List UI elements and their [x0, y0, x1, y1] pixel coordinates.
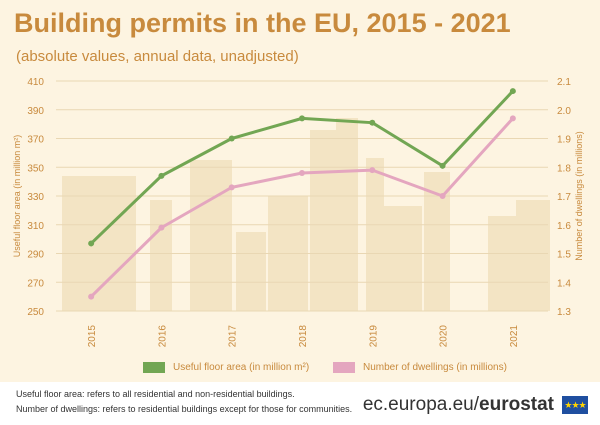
footnote-dwellings: Number of dwellings: refers to residenti…: [16, 404, 353, 414]
y-tick-right: 1.8: [557, 163, 571, 174]
y-tick-left: 390: [27, 106, 44, 117]
data-point-1: [369, 167, 376, 174]
y-tick-left: 350: [27, 163, 44, 174]
x-tick-label: 2020: [439, 325, 450, 348]
chart-title: Building permits in the EU, 2015 - 2021: [14, 8, 511, 38]
y-tick-left: 290: [27, 250, 44, 261]
y-axis-title-right: Number of dwellings (in millions): [574, 131, 584, 261]
eurostat-brand[interactable]: ec.europa.eu/eurostat: [363, 394, 554, 416]
data-point-1: [299, 170, 305, 176]
line-chart: 250 270 290 310 330 350 370 390 410 1.3 1.4 1.5 1.6 1…: [12, 77, 584, 348]
y-tick-right: 1.9: [557, 135, 571, 146]
data-point-1: [509, 115, 516, 122]
legend-item-dwellings: Number of dwellings (in millions): [333, 362, 507, 373]
data-point-0: [439, 162, 446, 169]
y-tick-right: 2.1: [557, 77, 571, 88]
legend-label-floor-area: Useful floor area (in million m²): [173, 362, 310, 373]
legend-swatch-dwellings: [333, 362, 355, 373]
data-point-1: [228, 184, 235, 191]
y-tick-left: 310: [27, 221, 44, 232]
y-tick-right: 1.5: [557, 250, 571, 261]
y-axis-title-left: Useful floor area (in million m²): [12, 135, 22, 258]
data-point-1: [88, 293, 95, 300]
brand-name: eurostat: [479, 394, 554, 415]
footnote-floor-area: Useful floor area: refers to all residen…: [16, 389, 295, 399]
data-point-0: [299, 115, 305, 122]
y-tick-left: 370: [27, 135, 44, 146]
legend-label-dwellings: Number of dwellings (in millions): [363, 362, 507, 373]
y-tick-right: 1.4: [557, 278, 571, 289]
y-tick-right: 1.7: [557, 192, 571, 203]
x-tick-label: 2021: [509, 325, 520, 348]
x-tick-label: 2018: [298, 325, 309, 348]
brand-domain: ec.europa.eu/: [362, 394, 480, 415]
eu-flag-icon: ★★★: [562, 396, 588, 414]
x-tick-label: 2019: [368, 325, 379, 348]
legend-swatch-floor-area: [143, 362, 165, 373]
data-point-1: [158, 224, 165, 231]
x-tick-label: 2016: [157, 325, 168, 348]
data-point-0: [369, 119, 376, 126]
data-point-1: [439, 193, 446, 199]
y-tick-left: 270: [27, 278, 44, 289]
data-point-0: [228, 135, 235, 142]
data-point-0: [88, 240, 95, 247]
y-tick-right: 2.0: [557, 106, 571, 117]
footer: [0, 382, 600, 425]
y-tick-right: 1.6: [557, 221, 571, 232]
x-tick-label: 2017: [228, 325, 239, 348]
y-tick-left: 330: [27, 192, 44, 203]
legend-item-floor-area: Useful floor area (in million m²): [143, 362, 309, 373]
y-tick-left: 410: [27, 77, 44, 88]
y-tick-right: 1.3: [557, 307, 571, 318]
data-point-0: [158, 172, 165, 179]
data-point-0: [509, 88, 516, 95]
city-skyline-decoration: [62, 118, 550, 311]
y-tick-left: 250: [27, 307, 44, 318]
x-tick-label: 2015: [87, 325, 98, 348]
chart-subtitle: (absolute values, annual data, unadjuste…: [16, 48, 299, 65]
